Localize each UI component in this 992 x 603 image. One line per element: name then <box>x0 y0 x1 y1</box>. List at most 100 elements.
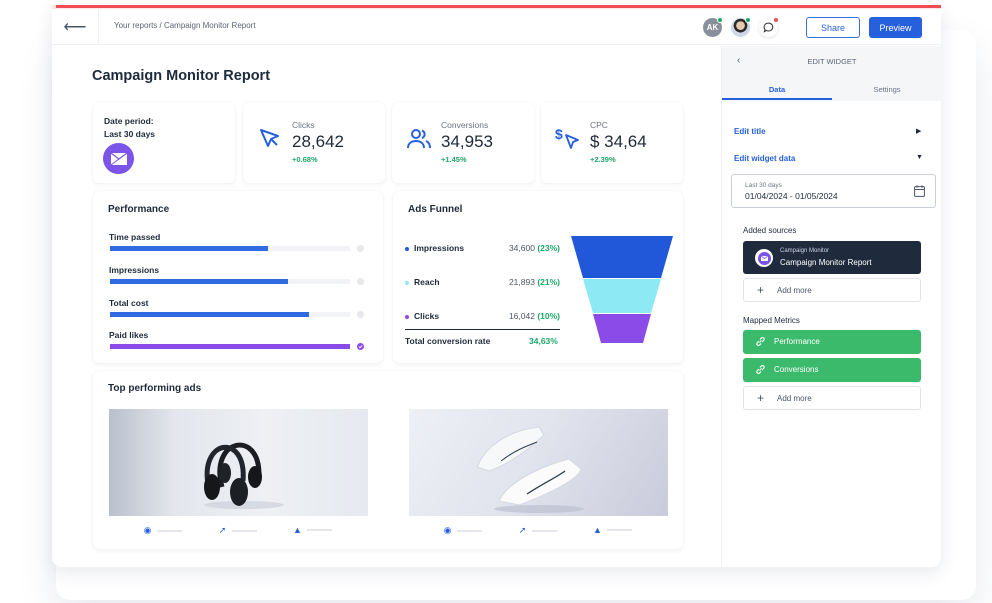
thumbs-up-icon: ▲ <box>293 525 302 535</box>
dollar-cursor-icon: $ <box>555 126 579 149</box>
date-period-value: Last 30 days <box>104 129 156 139</box>
panel-header: ‹ EDIT WIDGET Data Settings <box>722 46 941 101</box>
page-title: Campaign Monitor Report <box>92 68 271 84</box>
share-button[interactable]: Share <box>806 17 860 38</box>
date-range-label: Last 30 days <box>745 182 782 189</box>
users-icon <box>407 129 431 149</box>
bar-label: Paid likes <box>109 330 149 340</box>
logo-inner <box>757 251 771 265</box>
performance-bar-row: Total cost <box>109 298 367 318</box>
top-ads-widget[interactable]: Top performing ads <box>93 371 683 549</box>
views-metric: ◉ <box>442 525 482 536</box>
mapped-metric-conversions[interactable]: Conversions <box>743 358 921 382</box>
bar-label: Impressions <box>109 265 160 275</box>
clicks-metric: ➚ <box>217 525 257 536</box>
envelope-icon <box>110 152 127 165</box>
value-number: 21,893 <box>508 277 535 287</box>
ad-metrics: ◉ ➚ ▲ <box>409 525 668 535</box>
online-status-dot <box>745 17 751 23</box>
source-name: Campaign Monitor Report <box>780 258 872 267</box>
send-icon: ➚ <box>218 525 227 535</box>
legend-dot <box>405 315 409 319</box>
performance-widget[interactable]: Performance Time passed Impressions Tota… <box>93 191 383 363</box>
sneakers-image[interactable] <box>409 409 668 516</box>
bar-label: Time passed <box>109 232 161 242</box>
preview-button[interactable]: Preview <box>869 17 922 38</box>
envelope-icon <box>760 255 768 261</box>
value-number: 34,600 <box>508 243 535 253</box>
chevron-left-icon[interactable]: ‹ <box>737 55 741 66</box>
likes-metric: ▲ <box>592 525 632 535</box>
eye-icon: ◉ <box>143 525 152 535</box>
edit-title-link[interactable]: Edit title <box>734 127 766 136</box>
plus-icon: + <box>757 283 765 297</box>
performance-bar-row: Time passed <box>109 232 367 252</box>
headphones-image[interactable] <box>109 409 368 516</box>
metric-name: Performance <box>774 337 820 346</box>
add-metric-button[interactable]: + Add more <box>743 386 921 410</box>
tab-settings[interactable]: Settings <box>873 85 901 94</box>
eye-icon: ◉ <box>443 525 452 535</box>
source-campaign-monitor[interactable]: Campaign Monitor Campaign Monitor Report <box>743 241 921 274</box>
caret-down-icon[interactable]: ▼ <box>916 154 923 161</box>
value-number: 16,042 <box>508 311 535 321</box>
status-dot <box>357 245 364 252</box>
progress-fill <box>110 279 288 284</box>
avatar-user-photo[interactable] <box>731 17 751 37</box>
funnel-row-value: 21,893 (21%) <box>509 277 560 287</box>
status-dot <box>357 311 364 318</box>
kpi-value: $ 34,64 <box>590 132 647 151</box>
kpi-change: +2.39% <box>590 155 616 164</box>
link-icon <box>756 365 765 374</box>
add-source-button[interactable]: + Add more <box>743 278 921 302</box>
value-percent: (21%) <box>537 277 560 287</box>
ads-funnel-widget[interactable]: Ads Funnel Impressions 34,600 (23%) Reac… <box>393 191 683 363</box>
metric-placeholder <box>457 529 482 532</box>
kpi-card-clicks[interactable]: Clicks 28,642 +0.68% <box>243 102 385 183</box>
progress-fill <box>110 312 310 317</box>
comments-button[interactable] <box>759 17 779 37</box>
legend-dot <box>405 247 409 251</box>
kpi-value: 28,642 <box>292 132 344 151</box>
bar-label: Total cost <box>109 298 149 308</box>
kpi-value: 34,953 <box>441 132 493 151</box>
add-more-label: Add more <box>777 394 812 403</box>
progress-track <box>110 279 350 284</box>
metric-placeholder <box>307 529 332 531</box>
avatar-initials: AK <box>706 23 719 32</box>
top-accent-line <box>56 5 941 8</box>
breadcrumb[interactable]: Your reports / Campaign Monitor Report <box>114 21 256 30</box>
svg-text:$: $ <box>555 126 563 142</box>
value-percent: (10%) <box>537 311 560 321</box>
avatar-ak[interactable]: AK <box>703 17 723 37</box>
kpi-label: Conversions <box>441 120 489 130</box>
caret-right-icon[interactable]: ▶ <box>916 128 922 135</box>
kpi-change: +1.45% <box>441 155 467 164</box>
mapped-metric-performance[interactable]: Performance <box>743 330 921 354</box>
clicks-metric: ➚ <box>517 525 557 536</box>
kpi-card-cpc[interactable]: $ CPC $ 34,64 +2.39% <box>541 102 683 183</box>
progress-track <box>110 344 350 349</box>
legend-dot <box>405 281 409 285</box>
funnel-row-name: Reach <box>414 277 440 287</box>
arrow-left-icon: ⟵ <box>63 18 87 36</box>
edit-widget-panel: ‹ EDIT WIDGET Data Settings Edit title ▶… <box>721 46 941 567</box>
calendar-icon[interactable] <box>914 185 925 197</box>
kpi-card-conversions[interactable]: Conversions 34,953 +1.45% <box>392 102 534 183</box>
back-button[interactable]: ⟵ <box>52 8 99 45</box>
progress-track <box>110 246 350 251</box>
progress-track <box>110 312 350 317</box>
total-conversion-label: Total conversion rate <box>405 336 491 346</box>
kpi-change: +0.68% <box>292 155 318 164</box>
campaign-monitor-logo <box>103 143 134 174</box>
date-range-input[interactable]: Last 30 days 01/04/2024 - 01/05/2024 <box>731 174 936 208</box>
notification-dot <box>773 17 779 23</box>
kpi-label: CPC <box>590 120 608 130</box>
added-sources-label: Added sources <box>743 226 797 235</box>
edit-widget-data-link[interactable]: Edit widget data <box>734 154 796 163</box>
send-icon: ➚ <box>518 525 527 535</box>
total-conversion-value: 34,63% <box>529 336 558 346</box>
date-period-card[interactable]: Date period: Last 30 days <box>93 102 235 183</box>
mapped-metrics-label: Mapped Metrics <box>743 316 800 325</box>
tab-data[interactable]: Data <box>768 85 786 94</box>
